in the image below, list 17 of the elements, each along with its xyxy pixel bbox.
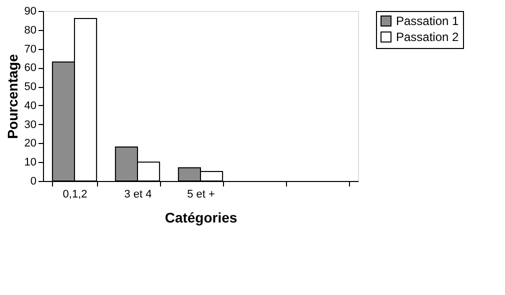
y-tick-label: 90 (24, 6, 36, 18)
y-tick-label: 30 (24, 118, 36, 131)
y-tick-label: 80 (24, 24, 36, 36)
x-tick-label: 0,1,2 (62, 188, 88, 200)
y-tick-label: 70 (24, 43, 36, 56)
legend-label: Passation 1 (396, 14, 460, 28)
x-tick-label: 3 et 4 (124, 188, 152, 200)
y-tick-label: 50 (24, 81, 36, 94)
y-tick-label: 10 (24, 156, 36, 169)
y-tick-label: 60 (24, 62, 36, 74)
y-tick-label: 20 (24, 138, 36, 150)
y-tick-label: 0 (30, 176, 36, 188)
x-tick-label: 5 et + (187, 188, 215, 200)
legend-label: Passation 2 (396, 30, 460, 44)
y-axis-title: Pourcentage (4, 54, 20, 139)
y-tick-label: 40 (24, 100, 36, 112)
x-axis-title: Catégories (164, 210, 238, 226)
